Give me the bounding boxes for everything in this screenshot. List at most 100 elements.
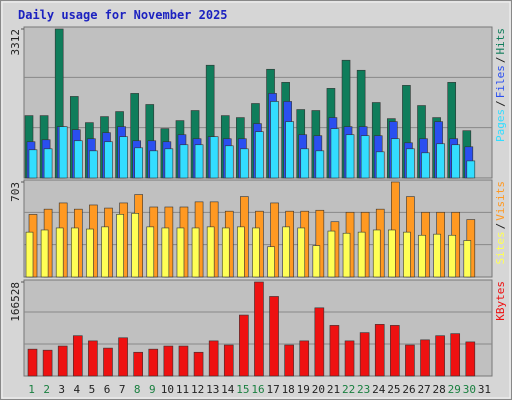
x-tick-label: 1 — [28, 383, 35, 396]
bar — [329, 325, 340, 377]
bar — [330, 128, 340, 179]
bar — [405, 344, 415, 377]
bar — [86, 228, 94, 278]
bar — [420, 339, 430, 377]
legend-entry: Hits — [494, 28, 507, 55]
x-tick-label: 10 — [161, 383, 174, 396]
x-tick-label: 11 — [176, 383, 189, 396]
bar — [118, 337, 128, 377]
bar — [466, 160, 476, 179]
x-tick-label: 23 — [357, 383, 370, 396]
legend-entry: Pages — [494, 109, 507, 142]
bar — [40, 229, 49, 278]
bar — [345, 134, 355, 179]
bar — [191, 227, 200, 278]
bar — [255, 131, 264, 179]
bar — [388, 229, 396, 278]
y-tick-label: 3312 — [9, 29, 22, 56]
bar — [58, 126, 68, 179]
x-tick-label: 2 — [43, 383, 50, 396]
legend: KBytes — [494, 281, 507, 321]
bar — [465, 341, 476, 377]
bar — [221, 227, 230, 278]
x-tick-label: 25 — [387, 383, 400, 396]
x-tick-label: 29 — [448, 383, 461, 396]
bar — [297, 227, 306, 278]
x-tick-label: 12 — [191, 383, 204, 396]
bar — [374, 324, 385, 377]
bar — [284, 344, 294, 377]
legend-separator: / — [494, 57, 507, 64]
bar — [357, 231, 366, 278]
x-tick-label: 5 — [89, 383, 96, 396]
legend-separator: / — [494, 223, 507, 230]
x-tick-label: 8 — [134, 383, 141, 396]
bar — [327, 230, 336, 278]
x-tick-label: 16 — [251, 383, 264, 396]
bar — [146, 226, 155, 278]
bar — [375, 151, 385, 179]
bar — [194, 144, 204, 179]
bar — [163, 345, 174, 377]
bar — [134, 147, 143, 179]
bar — [359, 332, 370, 377]
legend: Pages/Files/Hits — [494, 28, 507, 142]
bar — [209, 136, 219, 179]
x-tick-label: 15 — [236, 383, 249, 396]
bar — [179, 144, 189, 179]
bar — [208, 340, 219, 377]
legend-entry: Files — [494, 65, 507, 98]
bar — [344, 340, 355, 377]
bar — [149, 150, 159, 179]
bar — [119, 136, 128, 179]
bar — [270, 101, 279, 179]
x-tick-label: 22 — [342, 383, 355, 396]
bar — [372, 229, 381, 278]
x-tick-label: 24 — [372, 383, 386, 396]
bar — [314, 307, 325, 377]
bar — [101, 226, 109, 278]
bar — [178, 345, 189, 377]
bar — [148, 348, 159, 377]
bar — [88, 340, 98, 377]
bar — [448, 234, 457, 278]
bar — [342, 232, 351, 278]
bar — [161, 227, 170, 278]
legend-separator: / — [494, 100, 507, 107]
bar — [391, 138, 400, 179]
y-tick-label: 703 — [9, 182, 22, 202]
bar — [436, 143, 445, 179]
bar — [282, 226, 290, 278]
bar — [57, 345, 68, 377]
x-tick-label: 17 — [266, 383, 279, 396]
bar — [435, 335, 445, 377]
x-tick-label: 28 — [433, 383, 446, 396]
bar — [463, 240, 472, 278]
bar — [55, 227, 64, 278]
bar — [70, 227, 79, 278]
bar — [104, 141, 113, 179]
bar — [224, 145, 234, 179]
bar — [25, 231, 34, 278]
bar — [300, 148, 310, 179]
legend: Sites/ Visits — [494, 181, 507, 265]
legend-entry: Sites — [494, 231, 507, 264]
bar — [237, 226, 245, 278]
x-tick-label: 3 — [58, 383, 65, 396]
x-tick-label: 27 — [417, 383, 430, 396]
x-tick-label: 26 — [402, 383, 415, 396]
x-tick-label: 31 — [478, 383, 491, 396]
x-tick-label: 4 — [74, 383, 81, 396]
bar — [89, 150, 98, 179]
bar — [403, 231, 411, 278]
bar — [450, 333, 461, 377]
y-tick-label: 166528 — [9, 282, 22, 322]
bar — [239, 314, 249, 377]
bar — [223, 344, 234, 377]
chart-title: Daily usage for November 2025 — [18, 8, 228, 22]
bar — [252, 227, 260, 278]
x-tick-label: 19 — [297, 383, 310, 396]
bar — [42, 349, 53, 377]
bar — [360, 135, 370, 179]
